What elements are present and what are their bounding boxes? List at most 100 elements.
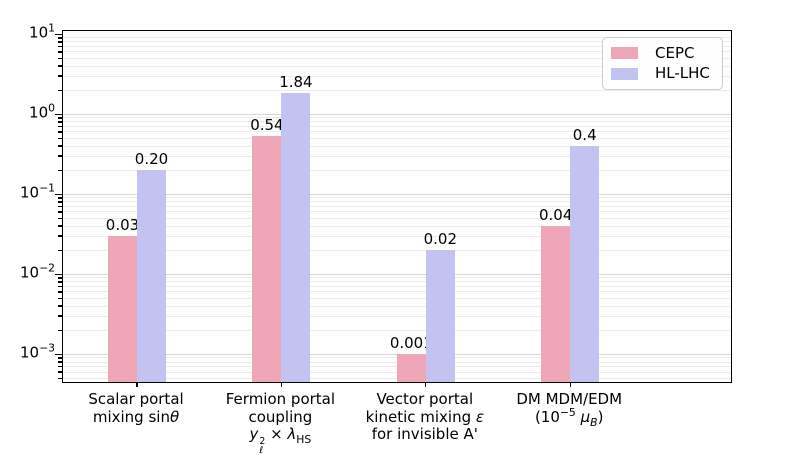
gridline-minor bbox=[63, 169, 731, 171]
y-axis-minor-tick bbox=[58, 371, 62, 373]
y-tick-label: 100 bbox=[29, 101, 55, 122]
gridline-minor bbox=[63, 249, 731, 251]
gridline-minor bbox=[63, 145, 731, 147]
x-axis-major-tick bbox=[569, 382, 571, 387]
y-axis-minor-tick bbox=[58, 51, 62, 53]
x-tick-label: DM MDM/EDM (10−5 μB) bbox=[516, 390, 623, 429]
gridline-minor bbox=[63, 155, 731, 157]
gridline-minor bbox=[63, 281, 731, 283]
y-axis-minor-tick bbox=[58, 361, 62, 363]
bar-value-label: 1.84 bbox=[279, 73, 313, 92]
gridline-minor bbox=[63, 65, 731, 67]
gridline-minor bbox=[63, 225, 731, 227]
y-axis-minor-tick bbox=[58, 225, 62, 227]
gridline-minor bbox=[63, 89, 731, 91]
bar-hl-lhc-3 bbox=[570, 146, 600, 382]
bar-cepc-1 bbox=[252, 135, 282, 382]
y-axis-minor-tick bbox=[58, 37, 62, 39]
gridline-minor bbox=[63, 206, 731, 208]
y-axis-minor-tick bbox=[58, 75, 62, 77]
gridline-minor bbox=[63, 41, 731, 43]
x-axis-major-tick bbox=[280, 382, 283, 387]
y-axis-major-tick bbox=[55, 33, 62, 35]
y-axis-minor-tick bbox=[58, 211, 62, 213]
y-axis-minor-tick bbox=[58, 291, 62, 293]
y-axis-minor-tick bbox=[58, 357, 62, 359]
y-axis-minor-tick bbox=[58, 45, 62, 48]
y-axis-minor-tick bbox=[58, 125, 62, 128]
gridline-minor bbox=[63, 315, 731, 317]
y-axis-minor-tick bbox=[58, 41, 62, 43]
gridline-major bbox=[63, 353, 731, 355]
gridline-minor bbox=[63, 201, 731, 203]
legend: CEPC HL-LHC bbox=[602, 37, 723, 90]
y-axis-minor-tick bbox=[58, 377, 62, 380]
legend-item-cepc: CEPC bbox=[611, 43, 722, 62]
gridline-minor bbox=[63, 305, 731, 307]
y-axis-minor-tick bbox=[58, 217, 62, 219]
gridline-minor bbox=[63, 126, 731, 128]
y-tick-label: 10−3 bbox=[19, 341, 55, 362]
y-axis-minor-tick bbox=[58, 366, 62, 368]
bar-value-label: 0.04 bbox=[538, 206, 573, 225]
gridline-minor bbox=[63, 137, 731, 139]
y-axis-major-tick bbox=[55, 353, 62, 355]
y-axis-minor-tick bbox=[58, 131, 62, 133]
gridline-major bbox=[63, 273, 731, 275]
gridline-minor bbox=[63, 297, 731, 299]
y-axis-minor-tick bbox=[58, 117, 62, 119]
y-axis-minor-tick bbox=[58, 329, 62, 331]
bar-value-label: 0.001 bbox=[389, 334, 433, 353]
legend-swatch-hl-lhc bbox=[611, 67, 638, 80]
y-axis-minor-tick bbox=[58, 235, 62, 237]
legend-swatch-cepc bbox=[611, 47, 638, 60]
y-axis-minor-tick bbox=[58, 145, 62, 147]
legend-label: CEPC bbox=[655, 43, 695, 62]
y-axis-minor-tick bbox=[58, 249, 62, 251]
gridline-minor bbox=[63, 51, 731, 53]
y-axis-minor-tick bbox=[58, 297, 62, 300]
bar-value-label: 0.03 bbox=[105, 216, 140, 235]
y-axis-minor-tick bbox=[58, 65, 62, 67]
y-axis-major-tick bbox=[55, 193, 62, 195]
gridline-major bbox=[63, 193, 731, 195]
gridline-minor bbox=[63, 131, 731, 133]
gridline-minor bbox=[63, 329, 731, 331]
y-tick-label: 10−1 bbox=[19, 181, 55, 202]
bar-value-label: 0.02 bbox=[423, 230, 457, 249]
gridline-minor bbox=[63, 121, 731, 123]
y-tick-label: 101 bbox=[29, 21, 55, 42]
y-axis-minor-tick bbox=[58, 201, 62, 203]
y-axis-minor-tick bbox=[58, 169, 62, 171]
gridline-minor bbox=[63, 235, 731, 237]
bar-value-label: 0.4 bbox=[572, 126, 597, 145]
x-axis-major-tick bbox=[136, 382, 138, 387]
y-axis-minor-tick bbox=[58, 155, 62, 157]
y-axis-minor-tick bbox=[58, 137, 62, 139]
legend-item-hl-lhc: HL-LHC bbox=[611, 66, 722, 81]
y-axis-major-tick bbox=[55, 113, 62, 115]
bar-cepc-3 bbox=[541, 226, 571, 382]
gridline-minor bbox=[63, 197, 731, 199]
y-axis-minor-tick bbox=[58, 121, 62, 123]
y-tick-label: 10−2 bbox=[19, 261, 55, 282]
bar-cepc-0 bbox=[108, 236, 137, 382]
x-tick-label: Fermion portal coupling y 2 ℓ × λHS bbox=[225, 390, 336, 457]
gridline-minor bbox=[63, 75, 731, 77]
gridline-minor bbox=[63, 217, 731, 219]
gridline-minor bbox=[63, 286, 731, 288]
gridline-minor bbox=[63, 57, 731, 59]
x-tick-label: Scalar portal mixing sinθ bbox=[88, 390, 184, 426]
bar-value-label: 0.54 bbox=[250, 115, 284, 134]
y-axis-minor-tick bbox=[58, 305, 62, 307]
y-axis-minor-tick bbox=[58, 315, 62, 317]
bar-hl-lhc-0 bbox=[137, 170, 166, 382]
y-axis-minor-tick bbox=[58, 197, 62, 199]
gridline-major bbox=[63, 113, 731, 115]
gridline-minor bbox=[63, 117, 731, 119]
y-axis-minor-tick bbox=[58, 206, 62, 208]
y-axis-minor-tick bbox=[58, 277, 62, 279]
y-axis-minor-tick bbox=[58, 89, 62, 91]
y-axis-minor-tick bbox=[58, 286, 62, 288]
